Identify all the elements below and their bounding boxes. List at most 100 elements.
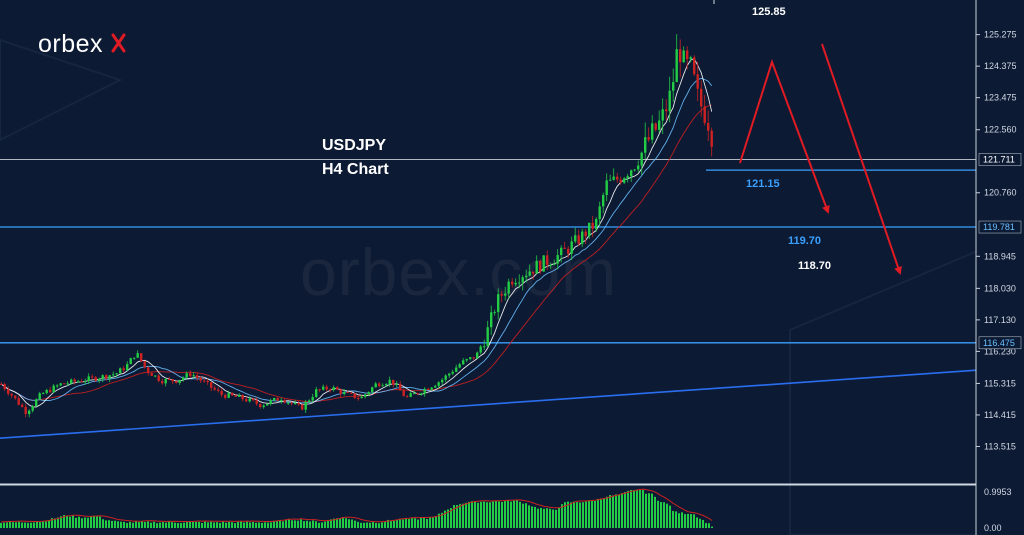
- oscillator-bar: [306, 520, 308, 528]
- candle-body: [52, 385, 55, 393]
- candle: [157, 373, 160, 383]
- oscillator-bar: [609, 495, 611, 528]
- candle-body: [203, 380, 206, 382]
- candle: [493, 309, 496, 316]
- oscillator-bar: [504, 500, 506, 528]
- oscillator-bar: [153, 521, 155, 528]
- oscillator-bar: [651, 493, 653, 528]
- candle: [591, 215, 594, 238]
- candle-body: [210, 382, 213, 388]
- oscillator-bar: [21, 522, 23, 528]
- candle-body: [353, 393, 356, 398]
- candle: [10, 392, 13, 399]
- candle-body: [108, 375, 111, 379]
- candle-body: [395, 383, 398, 385]
- candle-body: [357, 397, 360, 399]
- candle: [420, 392, 423, 396]
- oscillator-bar: [183, 522, 185, 528]
- candle: [633, 168, 636, 172]
- oscillator-bar: [561, 504, 563, 528]
- oscillator-bar: [639, 490, 641, 528]
- candle: [217, 386, 220, 393]
- candle: [560, 245, 563, 263]
- candle-body: [315, 389, 318, 398]
- oscillator-bar: [333, 518, 335, 528]
- oscillator-bar: [297, 520, 299, 528]
- oscillator-bar: [129, 521, 131, 528]
- candle: [101, 374, 104, 383]
- oscillator-bar: [411, 518, 413, 528]
- orbex-logo: orbex: [38, 30, 126, 58]
- candle-body: [479, 346, 482, 353]
- candle: [343, 388, 346, 396]
- oscillator-bar: [123, 521, 125, 528]
- oscillator-bar: [582, 502, 584, 528]
- oscillator-bar: [414, 518, 416, 528]
- oscillator-bar: [465, 502, 467, 528]
- candle: [98, 377, 101, 384]
- candle-body: [448, 373, 451, 376]
- candle-body: [73, 379, 76, 382]
- candle-body: [675, 49, 678, 83]
- candle-body: [588, 222, 591, 237]
- candle-body: [640, 152, 643, 166]
- candle: [241, 394, 244, 402]
- oscillator-bar: [543, 508, 545, 528]
- candle: [626, 173, 629, 183]
- oscillator-bar: [114, 520, 116, 528]
- candle: [672, 68, 675, 102]
- candle-body: [458, 364, 461, 368]
- candle-body: [192, 375, 195, 377]
- candle-body: [630, 170, 633, 177]
- oscillator-bar: [645, 493, 647, 528]
- oscillator-bar: [429, 517, 431, 528]
- candle-body: [651, 123, 654, 140]
- oscillator-bar: [126, 523, 128, 528]
- candle: [63, 383, 66, 385]
- candle: [546, 250, 549, 271]
- candle: [525, 269, 528, 283]
- candle: [192, 372, 195, 379]
- candle: [679, 39, 682, 78]
- candle-body: [178, 379, 181, 383]
- candle: [262, 404, 265, 409]
- candle: [497, 288, 500, 320]
- oscillator-bar: [444, 510, 446, 528]
- candle-body: [381, 385, 384, 387]
- chart-subtitle: H4 Chart: [322, 161, 389, 178]
- oscillator-bar: [240, 521, 242, 528]
- oscillator-bar: [111, 520, 113, 528]
- oscillator-bar: [93, 515, 95, 528]
- oscillator-bar: [252, 522, 254, 528]
- oscillator-bar: [324, 521, 326, 528]
- oscillator-axis: 0.9953 0.00: [984, 487, 1012, 533]
- candle: [500, 290, 503, 303]
- candle-body: [584, 231, 587, 237]
- candle: [637, 160, 640, 173]
- oscillator-bar: [189, 521, 191, 528]
- oscillator-bar: [159, 522, 161, 528]
- candle-body: [581, 231, 584, 244]
- candle: [234, 394, 237, 397]
- candle-body: [553, 263, 556, 265]
- candle-body: [45, 389, 48, 394]
- oscillator-bar: [516, 500, 518, 528]
- candle: [556, 249, 559, 270]
- candle-body: [388, 379, 391, 385]
- candle-body: [49, 389, 52, 393]
- candle-body: [213, 387, 216, 390]
- candle-body: [364, 394, 367, 397]
- candle-body: [161, 381, 164, 384]
- oscillator-bar: [342, 517, 344, 528]
- oscillator-bar: [393, 520, 395, 528]
- candle-body: [241, 394, 244, 400]
- candle: [315, 386, 318, 398]
- candle: [206, 378, 209, 385]
- candle-body: [168, 379, 171, 381]
- oscillator-bar: [528, 505, 530, 528]
- candle-body: [273, 398, 276, 401]
- candle: [423, 387, 426, 397]
- oscillator-bar: [30, 522, 32, 528]
- candle: [665, 99, 668, 121]
- candle: [616, 172, 619, 183]
